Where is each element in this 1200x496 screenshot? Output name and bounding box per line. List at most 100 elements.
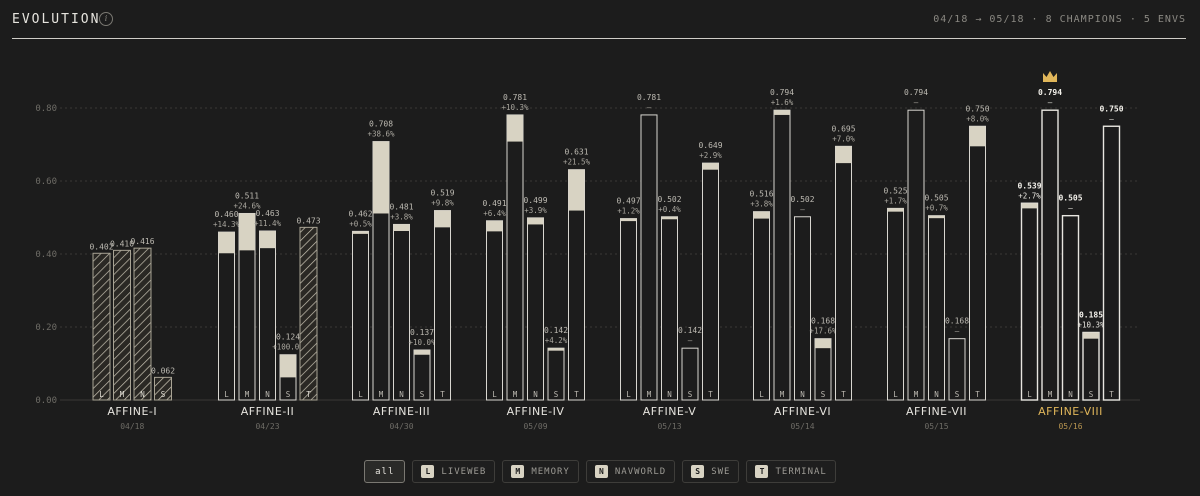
bar-delta-label: +6.4% (483, 209, 506, 218)
bar-value-label: 0.463 (255, 209, 279, 218)
bar-delta-label: +2.9% (699, 151, 722, 160)
bar-value-label: 0.124 (276, 333, 300, 342)
bar-env-letter: N (265, 390, 270, 399)
bar-delta-label: +2.7% (1018, 191, 1041, 200)
evolution-chart: 0.00 0.20 0.40 0.60 0.80 L 0.402 M 0.410 N 0.416 S 0… (35, 71, 1140, 431)
bar-delta-label: — (1109, 114, 1114, 123)
y-tick-label: 0.00 (35, 396, 57, 406)
bar-value-label: 0.185 (1079, 310, 1103, 319)
bar-outline (393, 223, 410, 401)
bar-env-letter: S (821, 390, 826, 399)
bar-value-label: 0.631 (564, 148, 588, 157)
bar-env-letter: L (492, 390, 497, 399)
bar-env-letter: S (286, 390, 291, 399)
bar-value-label: 0.502 (790, 195, 814, 204)
info-icon[interactable]: i (99, 12, 113, 26)
bar-outline (640, 114, 658, 401)
champion-name: AFFINE-V (643, 405, 696, 418)
filter-key-badge: L (421, 465, 435, 478)
bar-value-label: 0.505 (924, 194, 948, 203)
champion-date: 05/16 (1058, 422, 1082, 431)
bar-delta-label: +9.8% (431, 199, 454, 208)
bar-env-letter: N (399, 390, 404, 399)
filter-liveweb-button[interactable]: L LIVEWEB (412, 460, 496, 483)
filter-label: NAVWORLD (614, 466, 667, 477)
bar-delta-label: +8.0% (966, 114, 989, 123)
bar-env-letter: L (893, 390, 898, 399)
bar-delta-label: +1.2% (617, 207, 640, 216)
bar-value-label: 0.499 (523, 196, 547, 205)
crown-icon (1043, 71, 1057, 82)
bar-improvement (774, 110, 790, 115)
bar-outline (1020, 202, 1039, 401)
champion-name: AFFINE-VIII (1038, 405, 1103, 418)
bar-delta-label: +0.5% (349, 219, 372, 228)
bar-env-letter: M (1048, 390, 1053, 399)
filter-swe-button[interactable]: S SWE (682, 460, 740, 483)
bar-value-label: 0.794 (770, 88, 794, 97)
bar-env-letter: N (800, 390, 805, 399)
bar-value-label: 0.505 (1058, 194, 1082, 203)
bar-delta-label: +24.6% (233, 201, 261, 210)
champion-name: AFFINE-IV (507, 405, 565, 418)
filter-key-badge: N (594, 465, 608, 478)
bar-outline (969, 125, 986, 401)
bar-env-letter: N (934, 390, 939, 399)
bar-delta-label: +3.8% (390, 212, 413, 221)
bar-env-letter: S (688, 390, 693, 399)
bar-improvement (661, 216, 678, 220)
bar-value-label: 0.402 (89, 242, 113, 251)
filter-key-badge: T (755, 465, 769, 478)
filter-all-button[interactable]: all (364, 460, 406, 483)
filter-all-label: all (375, 466, 395, 477)
bar-delta-label: +17.6% (809, 327, 837, 336)
bar-improvement (887, 208, 904, 212)
bar-value-label: 0.502 (657, 195, 681, 204)
bar-delta-label: +1.6% (771, 98, 794, 107)
champion-date: 05/14 (790, 422, 814, 431)
bar-outline (681, 347, 699, 401)
bar-outline (1061, 214, 1080, 401)
bar-outline (773, 109, 791, 401)
bar-value-label: 0.750 (965, 104, 989, 113)
bar-delta-label: +10.0% (408, 338, 436, 347)
bar-outline (259, 230, 276, 401)
bar-improvement (753, 211, 770, 219)
bar-value-label: 0.781 (503, 93, 527, 102)
bar-delta-label: +4.2% (545, 336, 568, 345)
filter-label: LIVEWEB (441, 466, 487, 477)
bar-value-label: 0.519 (430, 189, 454, 198)
champion-name: AFFINE-II (241, 405, 295, 418)
bar-improvement (527, 217, 544, 225)
y-tick-label: 0.80 (35, 104, 57, 114)
bar-env-letter: N (1068, 390, 1073, 399)
champion-date: 04/18 (120, 422, 144, 431)
bar-outline (1102, 125, 1121, 401)
bar-value-label: 0.539 (1017, 181, 1041, 190)
bar-env-letter: M (245, 390, 250, 399)
bar-env-letter: T (574, 390, 579, 399)
filter-memory-button[interactable]: M MEMORY (502, 460, 579, 483)
bar-env-letter: L (99, 390, 104, 399)
header: EVOLUTION i 04/18 → 05/18 · 8 CHAMPIONS … (12, 0, 1186, 39)
filter-terminal-button[interactable]: T TERMINAL (746, 460, 836, 483)
bar-delta-label: +38.6% (367, 130, 395, 139)
bar-value-label: 0.649 (698, 141, 722, 150)
bar-outline (218, 231, 235, 401)
bar-delta-label: +14.3% (213, 220, 241, 229)
filter-navworld-button[interactable]: N NAVWORLD (585, 460, 676, 483)
bar-value-label: 0.142 (678, 326, 702, 335)
bar-delta-label: — (914, 98, 919, 107)
bar-value-label: 0.781 (637, 93, 661, 102)
bar-outline (352, 230, 369, 401)
bar-value-label: 0.708 (369, 120, 393, 129)
bar-value-label: 0.462 (348, 209, 372, 218)
filter-key-badge: S (691, 465, 705, 478)
bar-env-letter: L (224, 390, 229, 399)
champion-name: AFFINE-I (107, 405, 157, 418)
bar-hatched (133, 247, 152, 401)
page-title: EVOLUTION (12, 12, 101, 27)
bar-outline (702, 162, 719, 401)
champion-name: AFFINE-III (373, 405, 430, 418)
bar-env-letter: L (358, 390, 363, 399)
